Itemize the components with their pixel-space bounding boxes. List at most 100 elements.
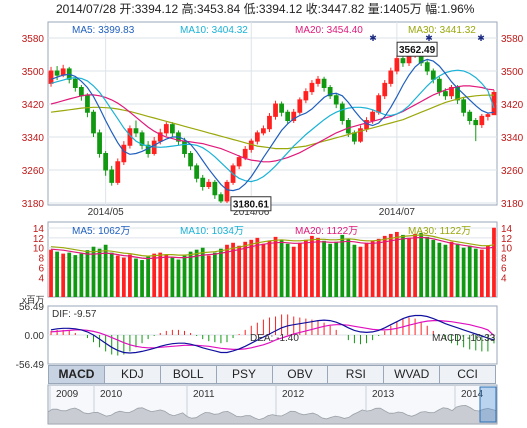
volume-bar-up <box>358 246 363 297</box>
candle-up <box>309 82 315 93</box>
volume-legend-ma20: MA20: 1122万 <box>295 226 358 237</box>
x-tick-label: 2014/06 <box>233 207 270 218</box>
tab-wvad[interactable]: WVAD <box>384 366 441 383</box>
volume-bar-up <box>449 241 454 297</box>
event-marker-icon: ✱ <box>369 33 377 43</box>
ma-legend-ma10: MA10: 3404.32 <box>180 25 248 36</box>
volume-bar-up <box>407 237 411 297</box>
y-tick-label-left: 10 <box>33 244 45 255</box>
volume-bar-down <box>401 234 405 297</box>
y-tick-label-right: 10 <box>501 244 513 255</box>
y-tick-label-left: 12 <box>33 234 45 245</box>
candle-up <box>242 148 248 159</box>
candle-down <box>109 169 115 183</box>
volume-bar-up <box>273 236 278 297</box>
navigator-tick-label: 2011 <box>193 389 215 400</box>
volume-bar-up <box>128 254 132 297</box>
ma30-line <box>50 94 495 150</box>
volume-bar-up <box>206 255 211 297</box>
y-tick-label-left: 3180 <box>22 199 45 210</box>
volume-bar-down <box>200 247 205 297</box>
candle-down <box>467 111 473 121</box>
candle-down <box>352 132 357 142</box>
event-marker-icon: ✱ <box>425 33 433 43</box>
y-tick-label-left: 3580 <box>22 34 45 45</box>
candle-down <box>97 132 102 154</box>
candle-up <box>382 82 388 97</box>
tab-psy[interactable]: PSY <box>217 366 273 383</box>
volume-bar-up <box>267 240 272 297</box>
y-tick-label-right: 3340 <box>501 133 524 144</box>
tab-kdj[interactable]: KDJ <box>105 366 161 383</box>
macd-label: MACD: -16.33 <box>432 333 496 344</box>
y-tick-label-left: 0.00 <box>25 331 45 342</box>
candle-down <box>339 103 345 121</box>
volume-ma-line <box>50 234 495 257</box>
tab-macd[interactable]: MACD <box>49 366 105 383</box>
volume-bar-down <box>170 257 175 297</box>
dif-label: DIF: -9.57 <box>52 309 97 320</box>
volume-bar-up <box>486 245 490 297</box>
annotation-high-box <box>396 41 438 57</box>
y-tick-label-right: 8 <box>501 254 507 265</box>
candle-down <box>188 153 193 167</box>
volume-bar-up <box>255 237 260 297</box>
volume-bar-down <box>140 260 144 297</box>
volume-bar-up <box>231 242 235 297</box>
candle-up <box>479 115 485 126</box>
volume-bar-up <box>249 239 254 297</box>
candle-down <box>279 103 284 113</box>
candle-up <box>254 132 260 142</box>
y-tick-label-right: 14 <box>501 224 513 235</box>
tab-obv[interactable]: OBV <box>273 366 329 383</box>
candle-down <box>285 111 291 121</box>
candle-up <box>267 115 272 130</box>
volume-bar-up <box>49 249 53 297</box>
volume-bar-down <box>97 248 102 297</box>
volume-bar-up <box>158 252 163 297</box>
volume-bar-up <box>152 253 157 297</box>
candle-down <box>170 124 175 134</box>
navigator-range-selector[interactable] <box>479 386 497 423</box>
ma5-line <box>50 58 495 192</box>
volume-bar-up <box>291 246 296 297</box>
volume-bar-up <box>364 242 369 297</box>
dif-line <box>50 314 495 354</box>
volume-bar-down <box>437 242 442 297</box>
candle-up <box>157 132 163 142</box>
tab-cci[interactable]: CCI <box>457 367 478 381</box>
candle-down <box>78 87 84 97</box>
volume-bar-down <box>328 243 333 297</box>
volume-bar-up <box>303 239 308 297</box>
macd-unit-label: x百万 <box>22 295 45 305</box>
volume-bar-down <box>85 250 90 297</box>
volume-bar-down <box>79 253 84 297</box>
price-panel: 2014/05 2014/06 2014/07 3180 3180 3260 3260 334… <box>22 21 524 218</box>
candle-up <box>261 128 266 134</box>
volume-bar-down <box>352 244 357 297</box>
candle-down <box>333 95 339 105</box>
candle-up <box>388 70 394 84</box>
navigator-tick-label: 2014 <box>461 389 484 400</box>
candle-up <box>297 99 303 113</box>
navigator-panel[interactable]: 2009 2010 2011 2012 2013 2014 <box>47 384 498 425</box>
y-tick-label-left: 6 <box>38 263 44 274</box>
tab-boll[interactable]: BOLL <box>161 366 217 383</box>
volume-bar-down <box>212 252 217 297</box>
x-tick-label: 2014/07 <box>379 207 416 218</box>
candle-up <box>163 124 169 134</box>
navigator-tick-label: 2013 <box>372 389 395 400</box>
volume-bar-down <box>431 239 436 297</box>
volume-bar-up <box>237 245 242 297</box>
volume-bar-down <box>346 238 351 297</box>
annotation-low-box <box>230 196 272 212</box>
y-tick-label-right: 6 <box>501 263 507 274</box>
volume-legend-ma5: MA5: 1062万 <box>72 226 130 237</box>
tab-rsi[interactable]: RSI <box>328 366 385 383</box>
indicator-tabs: MACD KDJ BOLL PSY OBV RSI WVAD CCI <box>48 365 496 384</box>
candle-down <box>461 99 467 113</box>
dea-line <box>50 320 495 350</box>
candle-down <box>194 165 200 179</box>
volume-bar-down <box>334 241 339 297</box>
